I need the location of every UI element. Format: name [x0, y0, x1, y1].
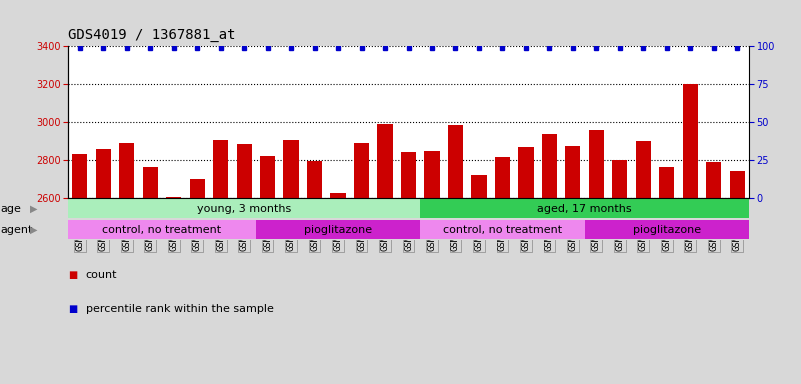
Bar [284, 141, 299, 199]
Text: ■: ■ [68, 270, 78, 280]
Text: age: age [1, 204, 22, 214]
Bar [143, 167, 158, 199]
Bar [377, 124, 392, 199]
Text: pioglitazone: pioglitazone [304, 225, 372, 235]
Bar [541, 134, 557, 199]
Text: ■: ■ [68, 304, 78, 314]
Bar [331, 193, 346, 199]
Bar [495, 157, 510, 199]
Bar [566, 146, 581, 199]
Bar [236, 144, 252, 199]
Bar [425, 151, 440, 199]
Bar [730, 171, 745, 199]
Text: agent: agent [1, 225, 33, 235]
Bar [682, 84, 698, 199]
Bar [68, 220, 256, 239]
Bar [354, 143, 369, 199]
Bar [585, 220, 749, 239]
Bar [256, 220, 421, 239]
Bar [706, 162, 722, 199]
Text: count: count [86, 270, 117, 280]
Bar [471, 175, 486, 199]
Bar [307, 161, 322, 199]
Bar [72, 154, 87, 199]
Text: percentile rank within the sample: percentile rank within the sample [86, 304, 274, 314]
Text: young, 3 months: young, 3 months [197, 204, 292, 214]
Bar [119, 143, 135, 199]
Bar [612, 161, 627, 199]
Text: GDS4019 / 1367881_at: GDS4019 / 1367881_at [68, 28, 235, 42]
Bar [190, 179, 205, 199]
Bar [421, 220, 585, 239]
Bar [448, 125, 463, 199]
Bar [260, 156, 276, 199]
Bar [589, 130, 604, 199]
Bar [636, 141, 651, 199]
Text: control, no treatment: control, no treatment [103, 225, 222, 235]
Text: pioglitazone: pioglitazone [633, 225, 701, 235]
Bar [213, 141, 228, 199]
Bar [518, 147, 533, 199]
Bar [68, 199, 421, 218]
Text: aged, 17 months: aged, 17 months [537, 204, 632, 214]
Bar [95, 149, 111, 199]
Bar [421, 199, 749, 218]
Text: control, no treatment: control, no treatment [443, 225, 562, 235]
Bar [166, 197, 181, 199]
Bar [659, 167, 674, 199]
Text: ▶: ▶ [30, 204, 38, 214]
Text: ▶: ▶ [30, 225, 38, 235]
Bar [400, 152, 417, 199]
